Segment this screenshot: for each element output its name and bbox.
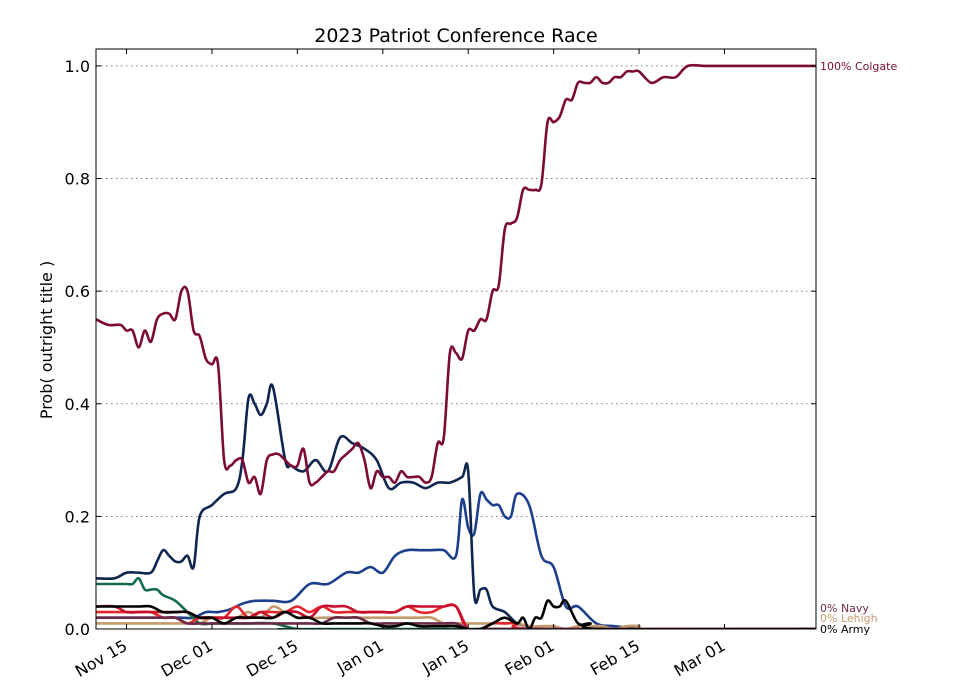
series-line-colgate: [96, 63, 816, 496]
gridlines: [96, 65, 816, 517]
series-line-army: [96, 598, 816, 629]
x-tick-label: Jan 01: [333, 636, 387, 678]
x-tick-label: Mar 01: [671, 636, 729, 680]
x-tick-label: Nov 15: [72, 636, 131, 681]
chart-title: 2023 Patriot Conference Race: [314, 25, 597, 47]
series-line-lafayette: [96, 383, 816, 629]
y-tick-label: 0.8: [65, 170, 90, 189]
series-line-bucknell: [96, 490, 816, 629]
y-tick-label: 0.4: [65, 395, 90, 414]
end-label-army: 0% Army: [820, 623, 871, 636]
y-axis-label: Prob( outright title ): [37, 261, 56, 419]
end-label-colgate: 100% Colgate: [820, 60, 897, 73]
end-label-lehigh: 0% Lehigh: [820, 612, 878, 625]
y-axis: 0.0 0.2 0.4 0.6 0.8 1.0: [65, 57, 816, 639]
x-tick-label: Dec 01: [158, 636, 216, 681]
series-line-loyola: [96, 576, 816, 629]
series-lines: [96, 63, 816, 629]
x-tick-label: Feb 01: [502, 636, 558, 679]
x-tick-label: Feb 15: [587, 636, 643, 679]
plot-frame: [95, 48, 817, 630]
x-tick-label: Jan 15: [418, 636, 472, 678]
x-axis: Nov 15 Dec 01 Dec 15 Jan 01 Jan 15 Feb 01 Feb …: [72, 49, 729, 681]
end-label-navy: 0% Navy: [820, 602, 869, 615]
y-tick-label: 0.2: [65, 507, 90, 526]
y-tick-label: 0.6: [65, 282, 90, 301]
x-tick-label: Dec 15: [243, 636, 301, 681]
y-tick-label: 0.0: [65, 620, 90, 639]
y-tick-label: 1.0: [65, 57, 90, 76]
